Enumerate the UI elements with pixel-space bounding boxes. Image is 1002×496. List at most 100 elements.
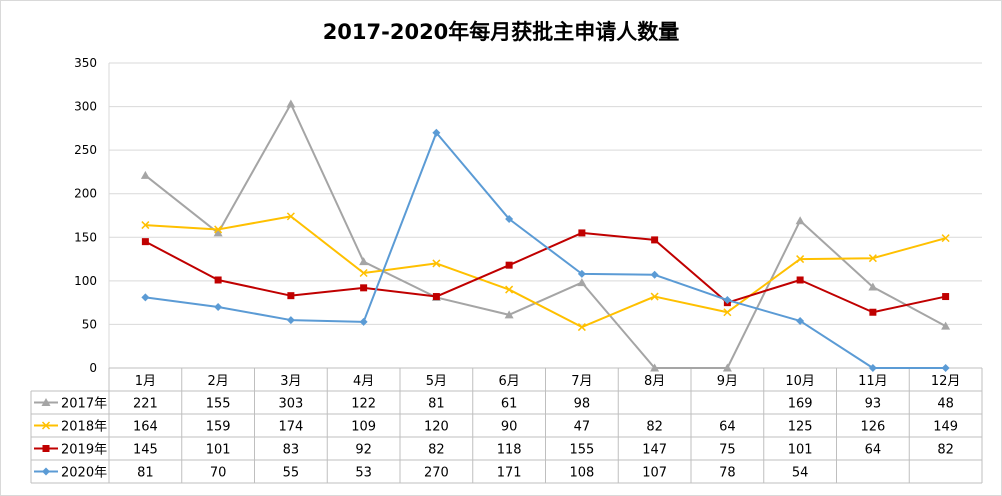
data-point: [869, 308, 877, 316]
table-value: 93: [865, 397, 882, 412]
category-label: 8月: [644, 374, 665, 389]
table-value: 147: [642, 443, 667, 458]
data-point: [504, 310, 514, 319]
data-point: [868, 254, 877, 263]
table-value: 270: [424, 466, 449, 481]
table-value: 47: [574, 420, 591, 435]
y-tick-label: 250: [74, 143, 97, 157]
data-point: [941, 234, 950, 243]
table-value: 54: [792, 466, 809, 481]
y-tick-label: 100: [74, 274, 97, 288]
series-line: [144, 102, 947, 369]
data-point: [868, 364, 877, 372]
table-value: 82: [428, 443, 445, 458]
table-value: 55: [283, 466, 300, 481]
legend-key-marker: [41, 398, 51, 406]
legend-key-marker: [42, 445, 50, 452]
chart-title: 2017-2020年每月获批主申请人数量: [322, 20, 680, 44]
category-label: 7月: [571, 374, 592, 389]
category-label: 12月: [931, 374, 961, 389]
table-value: 221: [133, 397, 158, 412]
legend-key-marker: [42, 467, 50, 476]
series-line: [144, 231, 946, 314]
data-point: [286, 316, 295, 325]
table-value: 64: [719, 420, 736, 435]
data-point: [577, 278, 587, 287]
category-label: 3月: [280, 374, 301, 389]
data-point: [941, 321, 951, 330]
category-label: 6月: [498, 374, 519, 389]
y-tick-label: 200: [74, 187, 97, 201]
category-label: 9月: [717, 374, 738, 389]
table-value: 303: [278, 397, 303, 412]
data-point: [432, 259, 441, 268]
category-label: 5月: [426, 374, 447, 389]
legend-label: 2019年: [61, 443, 107, 458]
data-point: [141, 293, 150, 302]
data-point: [432, 293, 440, 301]
table-value: 75: [719, 443, 736, 458]
table-value: 164: [133, 420, 158, 435]
data-point: [360, 284, 368, 292]
data-point: [942, 293, 950, 301]
table-value: 171: [497, 466, 522, 481]
table-value: 155: [569, 443, 594, 458]
data-point: [795, 216, 805, 225]
data-point: [359, 317, 368, 326]
table-value: 64: [865, 443, 882, 458]
category-label: 2月: [207, 374, 228, 389]
table-value: 92: [355, 443, 372, 458]
table-value: 120: [424, 420, 449, 435]
y-tick-label: 150: [74, 230, 97, 244]
data-point: [941, 364, 950, 372]
table-value: 81: [428, 397, 445, 412]
series-line: [145, 215, 946, 329]
data-point: [213, 228, 223, 237]
y-tick-label: 0: [89, 361, 97, 375]
table-value: 101: [788, 443, 813, 458]
y-tick-label: 300: [74, 100, 97, 114]
data-point: [650, 270, 659, 279]
data-point: [140, 170, 150, 179]
table-value: 145: [133, 443, 158, 458]
data-point: [286, 212, 295, 221]
data-point: [650, 363, 660, 372]
data-point: [868, 282, 878, 291]
table-value: 118: [497, 443, 522, 458]
data-point: [141, 221, 150, 230]
legend-label: 2018年: [61, 420, 107, 435]
table-value: 53: [355, 466, 372, 481]
data-point: [359, 257, 369, 266]
data-point: [577, 269, 586, 278]
table-value: 83: [283, 443, 300, 458]
data-point: [359, 268, 368, 278]
data-point: [287, 292, 295, 300]
data-point: [505, 214, 514, 223]
table-value: 159: [206, 420, 231, 435]
table-value: 90: [501, 420, 518, 435]
data-point: [577, 323, 586, 332]
table-value: 98: [574, 397, 591, 412]
table-value: 109: [351, 420, 376, 435]
data-point: [141, 238, 149, 246]
y-tick-label: 350: [74, 56, 97, 70]
table-value: 122: [351, 397, 376, 412]
table-value: 155: [206, 397, 231, 412]
table-value: 125: [788, 420, 813, 435]
data-point: [796, 316, 805, 325]
legend-label: 2017年: [61, 397, 107, 412]
data-point: [214, 225, 223, 234]
data-point: [650, 292, 659, 301]
data-point: [796, 255, 805, 264]
data-point: [505, 261, 513, 269]
series-line: [145, 131, 946, 369]
table-value: 174: [278, 420, 303, 435]
data-point: [723, 308, 732, 317]
table-value: 82: [646, 420, 663, 435]
data-point: [214, 276, 222, 284]
data-point: [796, 276, 804, 284]
data-point: [214, 303, 223, 311]
data-point: [286, 99, 296, 108]
data-point: [722, 363, 732, 372]
